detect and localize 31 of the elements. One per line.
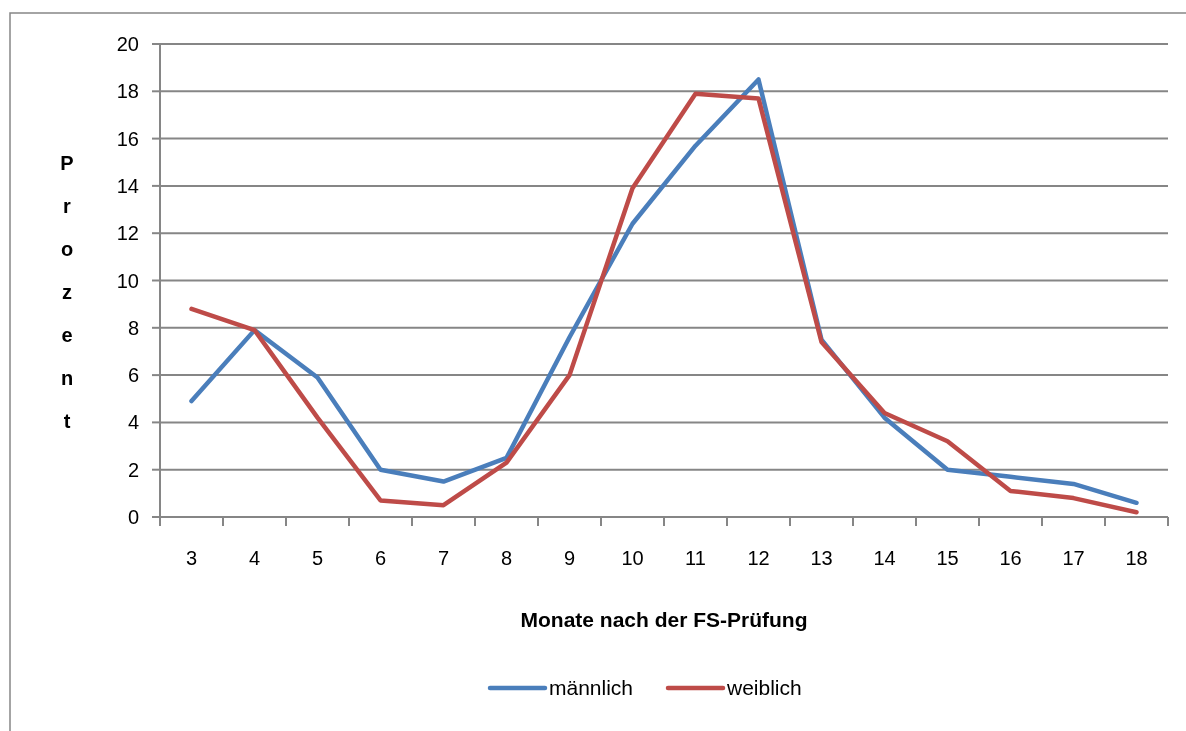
x-tick-label: 7: [437, 547, 450, 569]
y-tick-label: 16: [116, 127, 139, 150]
y-tick-label: 10: [116, 269, 139, 292]
y-tick-label: 4: [127, 411, 139, 434]
x-tick-label: 3: [185, 547, 198, 569]
y-tick-label: 2: [127, 458, 139, 481]
x-tick-label: 15: [936, 547, 959, 569]
x-axis-title: Monate nach der FS-Prüfung: [520, 608, 808, 631]
x-tick-label: 12: [747, 547, 770, 569]
x-tick-label: 17: [1062, 547, 1085, 569]
x-tick-label: 18: [1125, 547, 1148, 569]
x-tick-label: 4: [248, 547, 261, 569]
x-tick-label: 8: [500, 547, 513, 569]
y-tick-label: 6: [127, 364, 139, 387]
y-tick-label: 14: [116, 174, 139, 197]
y-axis-title: Prozent: [60, 152, 74, 432]
legend-label: männlich: [549, 676, 634, 699]
y-tick-label: 12: [116, 222, 139, 245]
x-tick-label: 6: [374, 547, 387, 569]
x-tick-label: 14: [873, 547, 896, 569]
x-tick-label: 5: [311, 547, 324, 569]
y-tick-label: 18: [116, 80, 139, 103]
x-tick-label: 16: [999, 547, 1022, 569]
x-tick-label: 13: [810, 547, 833, 569]
x-tick-label: 10: [621, 547, 644, 569]
x-tick-label: 9: [563, 547, 576, 569]
y-tick-label: 20: [116, 33, 139, 55]
y-tick-label: 8: [127, 316, 139, 339]
x-tick-label: 11: [685, 547, 706, 569]
y-tick-label: 0: [127, 506, 139, 528]
legend-label: weiblich: [726, 676, 802, 699]
